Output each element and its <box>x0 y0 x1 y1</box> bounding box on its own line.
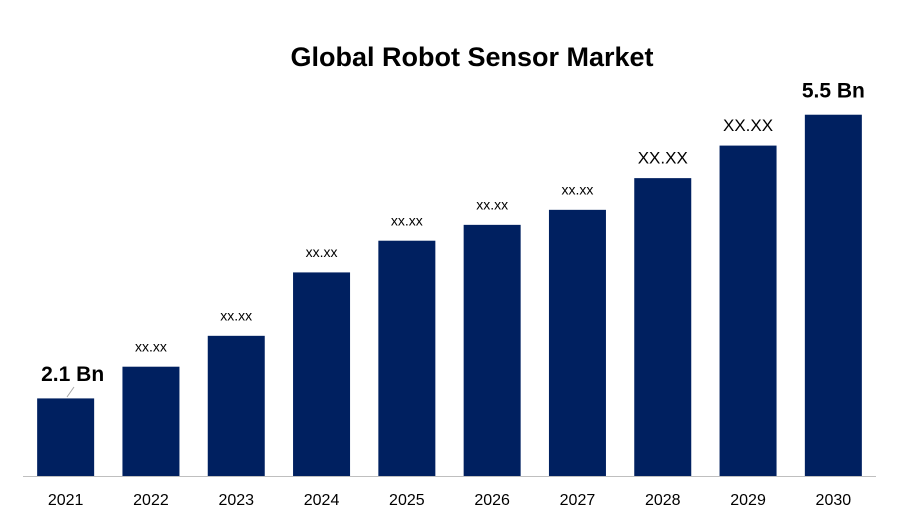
value-label: xx.xx <box>135 338 167 354</box>
bar <box>719 145 777 476</box>
bar <box>804 114 862 476</box>
bar <box>207 335 265 476</box>
x-tick-label: 2023 <box>218 492 254 509</box>
value-label: XX.XX <box>638 149 688 168</box>
leader-line <box>66 386 75 398</box>
x-tick-label: 2026 <box>474 492 510 509</box>
x-tick-label: 2029 <box>730 492 766 509</box>
bar <box>634 178 692 476</box>
x-tick-label: 2022 <box>133 492 169 509</box>
bar <box>548 209 606 477</box>
value-label: xx.xx <box>306 244 338 260</box>
value-label: xx.xx <box>220 308 252 324</box>
value-label: xx.xx <box>562 182 594 198</box>
value-label: 2.1 Bn <box>41 363 104 386</box>
value-label: xx.xx <box>476 197 508 213</box>
value-label: 5.5 Bn <box>802 79 865 102</box>
x-tick-label: 2028 <box>645 492 681 509</box>
x-tick-label: 2024 <box>304 492 340 509</box>
chart-title: Global Robot Sensor Market <box>290 42 653 72</box>
x-tick-label: 2030 <box>816 492 852 509</box>
x-tick-label: 2025 <box>389 492 425 509</box>
bar <box>378 240 436 476</box>
bar <box>463 224 521 476</box>
x-tick-label: 2027 <box>560 492 596 509</box>
bar <box>37 398 95 476</box>
value-label: xx.xx <box>391 212 423 228</box>
bar <box>122 366 180 476</box>
x-tick-label: 2021 <box>48 492 84 509</box>
bar <box>293 272 351 476</box>
value-label: XX.XX <box>723 116 773 135</box>
